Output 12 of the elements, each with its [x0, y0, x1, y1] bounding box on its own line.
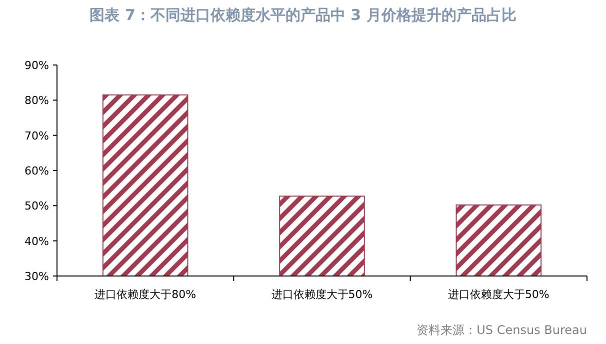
x-tick-label: 进口依赖度大于80% — [94, 288, 196, 301]
text: 资料来源：US Census Bureau — [416, 323, 587, 337]
y-tick-label: 40% — [24, 234, 49, 248]
title: 图表 7：不同进口依赖度水平的产品中 3 月价格提升的产品占比 — [90, 6, 516, 24]
y-tick-label: 50% — [24, 200, 49, 213]
x-tick-label: 进口依赖度大于50% — [271, 288, 373, 301]
y-tick-label: 70% — [24, 129, 49, 142]
y-tick-label: 30% — [24, 270, 49, 283]
y-tick-label: 60% — [24, 164, 49, 178]
y-tick-label: 90% — [24, 59, 49, 72]
y-tick-label: 80% — [24, 94, 49, 108]
x-tick-label: 进口依赖度大于50% — [448, 288, 550, 301]
